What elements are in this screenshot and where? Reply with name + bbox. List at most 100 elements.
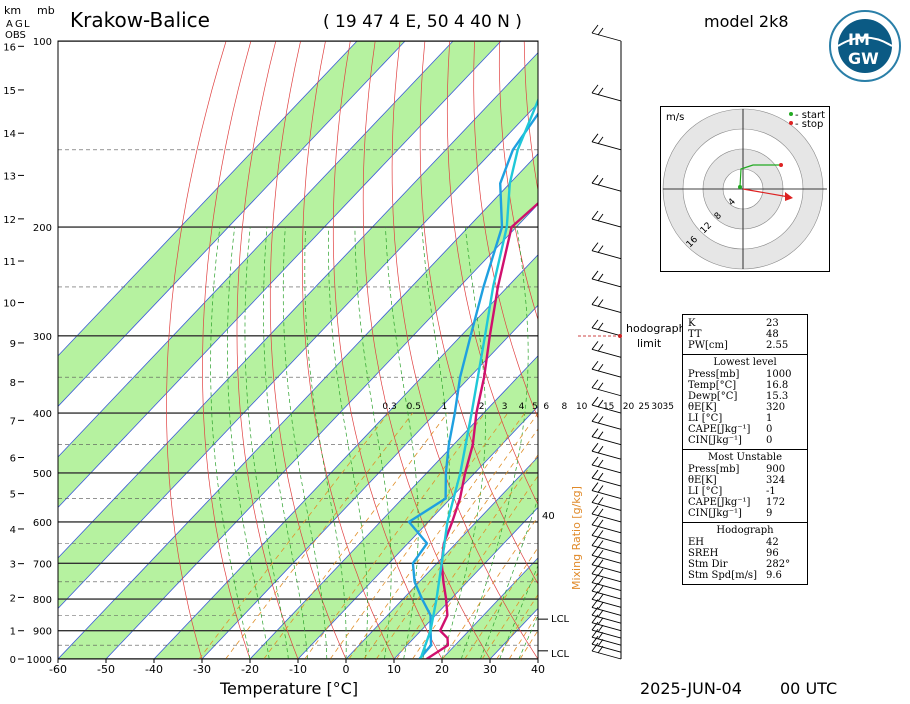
wind-barb [592,361,621,377]
logo-text-top: IM [848,30,870,49]
wind-barb [592,575,621,591]
mb-tick-label: 600 [33,518,52,529]
date-label: 2025-JUN-04 [640,679,742,698]
mixing-ratio-tick-label: 8 [562,402,568,412]
wind-barb [592,443,621,459]
agl-a: A [6,19,13,30]
wind-barb [592,607,621,623]
wind-barb [592,622,621,638]
mb-tick-label: 100 [33,37,52,48]
wind-barb [592,470,621,486]
mixing-ratio-tick-label: 10 [576,402,588,412]
x-tick-label: 0 [343,663,350,676]
x-tick-label: -50 [97,663,115,676]
x-axis-title: Temperature [°C] [219,679,358,698]
lowest-level-row: LI [°C]1 [683,413,807,424]
station-title: Krakow-Balice [70,8,210,32]
imgw-logo: IM GW [828,9,902,83]
mb-tick-label: 900 [33,627,52,638]
x-tick-label: 20 [435,663,449,676]
wind-barb [592,615,621,631]
wind-barb [592,583,621,599]
mixing-ratio-tick-label: 20 [623,402,635,412]
km-tick-label: 7 [10,416,16,427]
model-name: model 2k8 [704,12,789,31]
wind-barb [592,134,621,150]
hodograph-limit-line2: limit [637,337,662,350]
mb-tick-label: 700 [33,559,52,570]
lowest-level-row: Dewp[°C]15.3 [683,391,807,402]
mixing-ratio-tick-label: 6 [543,402,549,412]
mixing-ratio-tick-label: 1 [441,402,447,412]
wind-barb [592,413,621,429]
lcl-label-lower: LCL [551,649,570,660]
x-tick-label: 30 [483,663,497,676]
wind-barb [592,599,621,615]
hodograph-limit-line1: hodograph [626,322,686,335]
x-tick-label: -30 [193,663,211,676]
mixing-ratio-tick-label: 30 [651,402,663,412]
km-unit: km [4,4,21,17]
lowest-level-title: Lowest level [683,355,807,369]
wind-barb [592,380,621,396]
wind-barb [592,271,621,287]
lcl-label-upper: LCL [551,614,570,625]
mixing-ratio-tick-label: 0.5 [407,402,421,412]
hodograph-stats-title: Hodograph [683,523,807,537]
km-tick-label: 16 [3,42,16,53]
wind-barb [592,517,621,533]
lowest-level-row: CAPE[Jkg⁻¹]0 [683,424,807,435]
mb-tick-label: 800 [33,595,52,606]
km-tick-label: 12 [3,215,16,226]
km-tick-label: 6 [10,453,16,464]
hodograph-start-point [738,185,742,189]
logo-text-bottom: GW [848,49,879,68]
most-unstable-row: CIN[Jkg⁻¹]9 [683,508,807,519]
x-tick-label: -10 [289,663,307,676]
mixing-ratio-tick-label: 2 [479,402,485,412]
wind-barb [592,211,621,227]
mixing-ratio-tick-label: 5 [532,402,538,412]
wind-barb [592,25,621,41]
mixing-ratio-tick-label: 4 [519,402,525,412]
time-label: 00 UTC [780,679,837,698]
x-tick-label: -40 [145,663,163,676]
mb-tick-label: 1000 [27,655,52,666]
lowest-level-row: CIN[Jkg⁻¹]0 [683,435,807,446]
station-coords: ( 19 47 4 E, 50 4 40 N ) [323,12,522,32]
km-tick-label: 0 [10,655,16,666]
km-tick-label: 14 [3,129,16,140]
mb-unit: mb [37,4,55,17]
lowest-level-row: Press[mb]1000 [683,369,807,380]
km-tick-label: 4 [10,525,16,536]
km-tick-label: 9 [10,339,16,350]
obs-label: OBS [5,30,26,41]
wind-barb [592,429,621,445]
mixing-ratio-tick-label: 35 [663,402,674,412]
x-tick-label: 40 [531,663,545,676]
km-tick-label: 5 [10,490,16,501]
mb-tick-label: 500 [33,469,52,480]
wind-barb [592,591,621,607]
hodograph-stats-row: Stm Spd[m/s]9.6 [683,570,807,581]
x-tick-label: 10 [387,663,401,676]
wind-barb [592,85,621,101]
km-tick-label: 13 [3,171,16,182]
wind-barb [592,341,621,357]
km-tick-label: 15 [3,86,16,97]
lowest-level-row: Temp[°C]16.8 [683,380,807,391]
hodograph-legend-stop: - stop [795,119,823,130]
wind-barb [592,538,621,554]
km-tick-label: 8 [10,378,16,389]
hodograph-units: m/s [666,112,684,123]
mb-tick-label: 200 [33,223,52,234]
wind-barb [592,527,621,543]
agl-l: L [24,19,30,30]
